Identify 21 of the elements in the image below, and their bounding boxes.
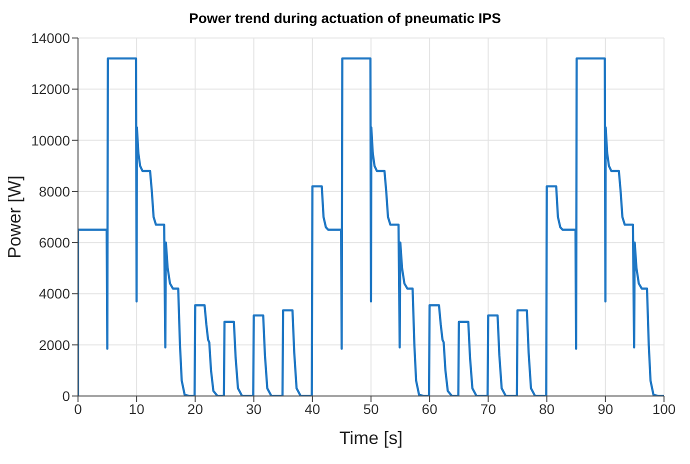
x-tick-label: 70 (480, 400, 496, 417)
x-tick-label: 0 (74, 400, 82, 417)
chart-title: Power trend during actuation of pneumatic IPS (188, 9, 502, 28)
y-tick-label: 6000 (38, 234, 70, 251)
y-tick-label: 10000 (31, 132, 70, 148)
x-tick-label: 80 (539, 400, 555, 417)
x-tick-label: 50 (363, 400, 379, 417)
y-tick-label: 14000 (31, 30, 70, 46)
x-tick-label: 20 (187, 400, 204, 417)
y-tick-label: 4000 (38, 286, 70, 302)
x-tick-label: 100 (652, 400, 676, 417)
x-tick-label: 10 (128, 400, 145, 417)
y-tick-label: 0 (62, 388, 70, 404)
x-tick-label: 30 (246, 400, 262, 417)
x-tick-label: 60 (422, 400, 438, 417)
y-tick-label: 12000 (31, 81, 70, 98)
x-tick-label: 40 (304, 400, 320, 417)
x-tick-label: 90 (598, 400, 614, 417)
y-tick-label: 2000 (38, 336, 70, 353)
x-axis-title: Time [s] (339, 428, 403, 448)
y-tick-label: 8000 (38, 183, 70, 200)
